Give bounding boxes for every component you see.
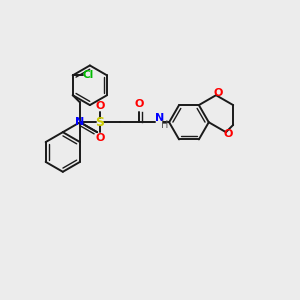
Text: O: O [95,133,104,143]
Text: N: N [75,117,85,127]
Text: O: O [95,101,104,111]
Text: Cl: Cl [83,70,94,80]
Text: N: N [154,113,164,123]
Text: H: H [160,120,168,130]
Text: O: O [135,99,144,110]
Text: O: O [223,129,232,139]
Text: S: S [95,116,104,129]
Text: O: O [213,88,223,98]
